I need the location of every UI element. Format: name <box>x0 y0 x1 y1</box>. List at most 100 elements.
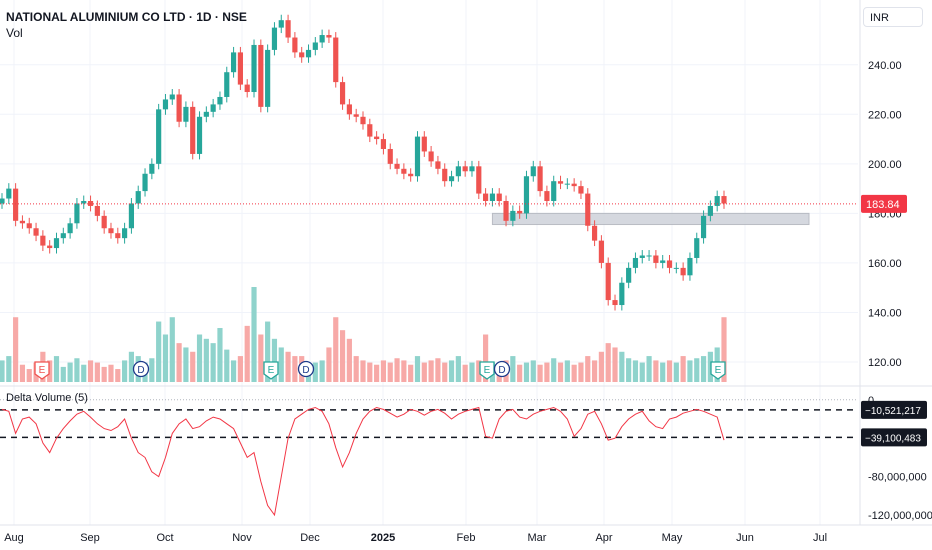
candle-body[interactable] <box>115 233 121 239</box>
earnings-marker[interactable] <box>34 361 50 380</box>
dividend-marker[interactable] <box>297 360 315 378</box>
candle-body[interactable] <box>387 148 393 164</box>
candle-body[interactable] <box>619 282 625 306</box>
candle-body[interactable] <box>721 196 727 204</box>
candle-body[interactable] <box>700 215 707 239</box>
candle-body[interactable] <box>483 193 489 201</box>
candle-body[interactable] <box>428 151 434 162</box>
candle-body[interactable] <box>128 203 135 229</box>
candle-body[interactable] <box>203 111 209 117</box>
candle-body[interactable] <box>0 198 5 204</box>
candle-body[interactable] <box>108 228 114 234</box>
candle-body[interactable] <box>183 106 189 122</box>
candle-body[interactable] <box>339 82 346 105</box>
candle-body[interactable] <box>564 183 570 185</box>
candle-body[interactable] <box>230 52 237 73</box>
candle-body[interactable] <box>401 168 407 174</box>
candle-body[interactable] <box>489 193 496 201</box>
candle-body[interactable] <box>523 176 530 214</box>
candle-body[interactable] <box>421 136 427 152</box>
candle-body[interactable] <box>176 94 182 122</box>
candle-body[interactable] <box>265 49 271 107</box>
candle-body[interactable] <box>374 136 380 140</box>
candle-body[interactable] <box>707 205 713 216</box>
symbol-title[interactable]: NATIONAL ALUMINIUM CO LTD · 1D · NSE <box>6 10 247 24</box>
candle-body[interactable] <box>632 257 639 268</box>
candle-body[interactable] <box>496 193 502 201</box>
indicator-label[interactable]: Delta Volume (5) <box>6 392 88 404</box>
candle-body[interactable] <box>26 223 32 229</box>
candle-body[interactable] <box>162 99 169 110</box>
candle-body[interactable] <box>74 203 80 224</box>
candle-body[interactable] <box>380 139 387 149</box>
candle-body[interactable] <box>135 191 141 204</box>
candle-body[interactable] <box>210 104 216 112</box>
candle-body[interactable] <box>196 116 203 154</box>
candle-body[interactable] <box>360 116 366 125</box>
candle-body[interactable] <box>224 72 230 97</box>
candle-body[interactable] <box>517 210 523 214</box>
candle-body[interactable] <box>639 255 645 258</box>
candle-body[interactable] <box>462 166 468 172</box>
candle-body[interactable] <box>448 176 455 182</box>
candle-body[interactable] <box>394 163 400 169</box>
candle-body[interactable] <box>190 106 196 154</box>
earnings-marker[interactable] <box>479 361 495 380</box>
candle-body[interactable] <box>156 109 162 164</box>
candle-body[interactable] <box>714 196 720 206</box>
candle-body[interactable] <box>414 136 421 177</box>
candle-body[interactable] <box>319 35 325 43</box>
candle-body[interactable] <box>258 44 264 107</box>
dividend-marker[interactable] <box>493 360 511 378</box>
candle-body[interactable] <box>40 235 46 246</box>
candle-body[interactable] <box>367 124 373 137</box>
candle-body[interactable] <box>680 267 686 276</box>
candle-body[interactable] <box>326 35 332 38</box>
earnings-marker[interactable] <box>263 361 279 380</box>
candle-body[interactable] <box>598 240 604 263</box>
candle-body[interactable] <box>101 215 107 229</box>
candle-body[interactable] <box>666 260 673 268</box>
candle-body[interactable] <box>47 245 53 249</box>
candle-body[interactable] <box>237 52 243 85</box>
candle-body[interactable] <box>169 94 175 100</box>
candle-body[interactable] <box>33 228 39 236</box>
candle-body[interactable] <box>285 20 291 38</box>
candle-body[interactable] <box>217 96 223 105</box>
candle-body[interactable] <box>6 188 12 199</box>
candle-body[interactable] <box>251 44 257 93</box>
candle-body[interactable] <box>503 201 509 221</box>
candle-body[interactable] <box>694 238 700 258</box>
candle-body[interactable] <box>53 238 60 249</box>
candle-body[interactable] <box>278 20 284 28</box>
candle-body[interactable] <box>537 166 543 192</box>
candle-body[interactable] <box>292 37 298 53</box>
candle-body[interactable] <box>557 181 564 184</box>
candle-body[interactable] <box>271 27 278 50</box>
candle-body[interactable] <box>455 166 461 177</box>
candle-body[interactable] <box>476 166 482 194</box>
candle-body[interactable] <box>60 233 66 239</box>
dividend-marker[interactable] <box>132 360 150 378</box>
candle-body[interactable] <box>244 84 250 93</box>
candle-body[interactable] <box>299 52 305 58</box>
delta-volume-line[interactable] <box>1 406 725 517</box>
candle-body[interactable] <box>353 114 359 117</box>
candle-body[interactable] <box>687 257 693 276</box>
candle-body[interactable] <box>19 220 26 224</box>
candle-body[interactable] <box>605 262 611 301</box>
candle-body[interactable] <box>591 225 598 241</box>
candle-body[interactable] <box>142 173 148 192</box>
candle-body[interactable] <box>653 255 659 263</box>
candle-body[interactable] <box>530 166 536 177</box>
candle-body[interactable] <box>646 255 652 257</box>
candle-body[interactable] <box>469 166 475 172</box>
candle-body[interactable] <box>510 210 516 221</box>
candle-body[interactable] <box>626 267 632 283</box>
candle-body[interactable] <box>673 267 679 269</box>
candle-body[interactable] <box>312 42 318 50</box>
candle-body[interactable] <box>13 188 19 221</box>
candle-body[interactable] <box>578 186 584 194</box>
candle-body[interactable] <box>571 183 577 187</box>
